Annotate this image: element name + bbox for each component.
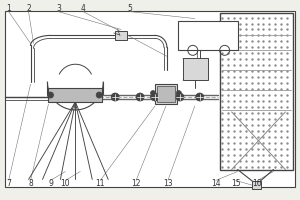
Bar [115, 31, 127, 40]
Text: 13: 13 [163, 179, 173, 188]
Circle shape [151, 91, 155, 96]
Text: 5: 5 [128, 4, 133, 13]
Text: 14: 14 [211, 179, 220, 188]
Circle shape [111, 93, 119, 101]
Bar [220, 13, 293, 170]
Circle shape [136, 93, 144, 101]
Text: 8: 8 [28, 179, 33, 188]
Bar [183, 58, 208, 80]
Circle shape [47, 92, 53, 98]
Bar [251, 181, 262, 189]
Bar [178, 21, 238, 50]
Circle shape [151, 95, 155, 100]
Text: 12: 12 [131, 179, 141, 188]
Circle shape [196, 93, 204, 101]
Circle shape [96, 92, 102, 98]
Bar [5, 11, 295, 187]
Bar [157, 86, 175, 102]
Text: 10: 10 [61, 179, 70, 188]
Text: 4: 4 [81, 4, 86, 13]
Circle shape [176, 91, 181, 96]
Text: 15: 15 [231, 179, 240, 188]
Bar [49, 88, 102, 102]
Text: 1: 1 [6, 4, 11, 13]
Text: 11: 11 [95, 179, 105, 188]
Text: 16: 16 [253, 179, 262, 188]
Circle shape [151, 93, 159, 101]
Circle shape [176, 93, 184, 101]
Text: 7: 7 [6, 179, 11, 188]
Text: 2: 2 [26, 4, 31, 13]
Bar [155, 84, 177, 104]
Text: 9: 9 [48, 179, 53, 188]
Circle shape [176, 95, 181, 100]
Text: 3: 3 [56, 4, 61, 13]
